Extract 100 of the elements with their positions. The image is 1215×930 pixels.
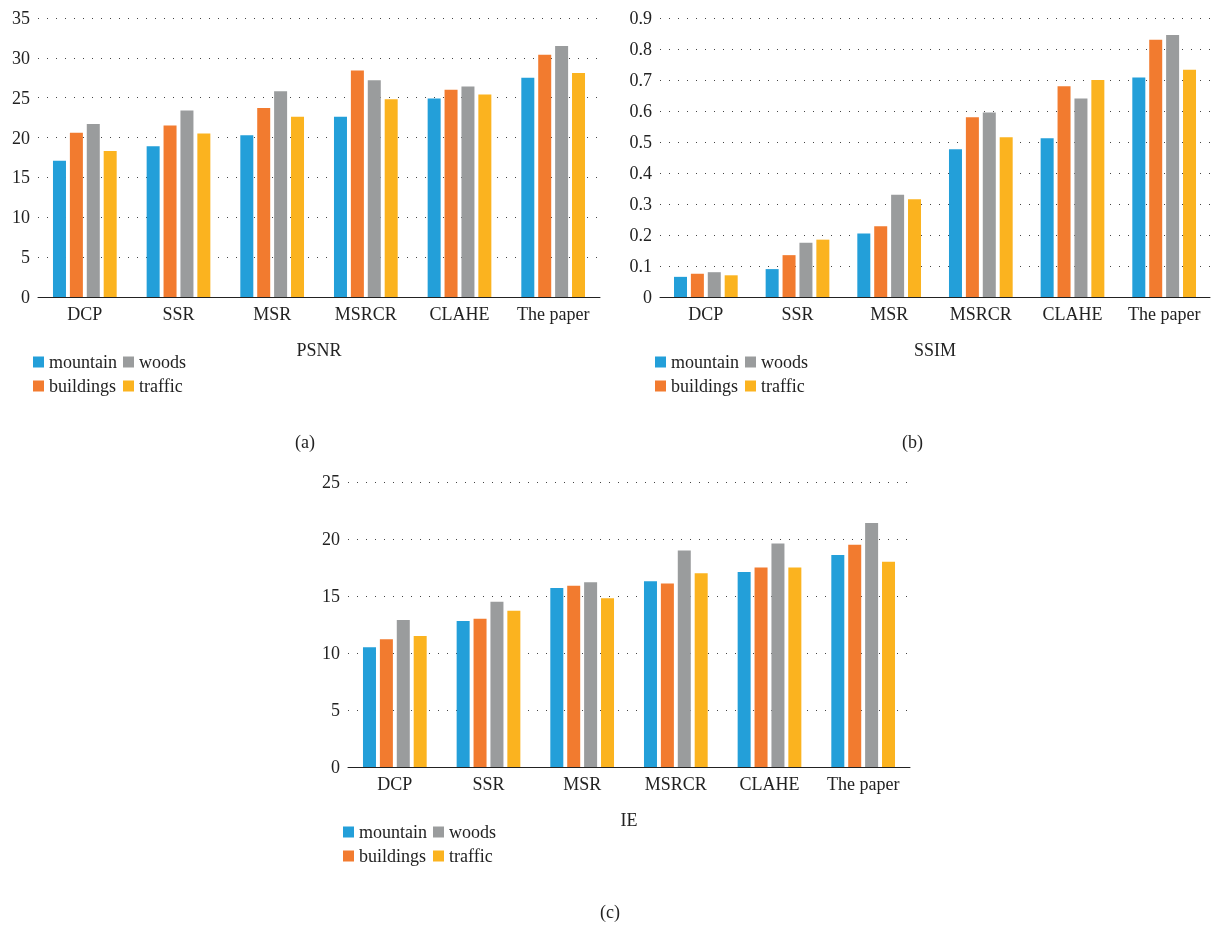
bar <box>257 108 271 297</box>
bar <box>882 561 896 767</box>
bar <box>694 573 708 767</box>
bar <box>490 601 504 767</box>
bar <box>1074 98 1088 297</box>
bar <box>384 99 398 297</box>
y-tick-label: 0.9 <box>629 8 652 28</box>
bar <box>456 621 470 767</box>
bar <box>379 639 393 767</box>
x-tick-label: DCP <box>377 774 413 794</box>
bar <box>724 275 738 297</box>
x-tick-label: MSR <box>870 304 909 324</box>
x-tick-label: MSR <box>253 304 292 324</box>
legend-label: buildings <box>359 846 427 866</box>
bar <box>1149 39 1163 297</box>
bar <box>333 116 347 297</box>
x-tick-label: SSR <box>162 304 195 324</box>
text: (a) <box>295 432 315 453</box>
bar <box>507 610 521 767</box>
bar <box>982 112 996 297</box>
bar <box>948 149 962 297</box>
bar <box>891 194 905 297</box>
x-tick-label: SSR <box>472 774 505 794</box>
bar <box>677 550 691 767</box>
bar <box>240 135 254 297</box>
bar <box>707 272 721 297</box>
x-axis-title: SSIM <box>913 340 957 360</box>
bar <box>367 80 381 297</box>
legend-label: woods <box>448 822 497 842</box>
x-tick-label: DCP <box>67 304 103 324</box>
y-tick-label: 0.6 <box>629 101 652 121</box>
bar <box>908 199 922 297</box>
bar <box>274 91 288 297</box>
bar <box>291 116 305 297</box>
bar <box>816 239 830 297</box>
x-tick-label: MSRCR <box>644 774 707 794</box>
bar <box>146 146 160 297</box>
bar <box>1057 86 1071 297</box>
bar <box>461 86 475 297</box>
bar <box>865 523 879 767</box>
bar <box>52 160 66 297</box>
bar <box>788 567 802 767</box>
y-tick-label: 0.8 <box>629 39 652 59</box>
bar <box>362 647 376 767</box>
bar <box>673 276 687 297</box>
bar <box>478 94 492 297</box>
bar <box>799 242 813 297</box>
legend-label: traffic <box>138 376 183 396</box>
x-tick-label: The paper <box>1127 304 1201 324</box>
y-tick-label: 10 <box>12 207 30 228</box>
y-tick-label: 0.2 <box>629 225 652 245</box>
bar <box>601 598 615 767</box>
bar <box>197 133 211 297</box>
text: (b) <box>902 432 924 453</box>
bar <box>550 588 564 767</box>
legend-label: buildings <box>671 376 739 396</box>
bar <box>643 581 657 767</box>
y-tick-label: 10 <box>322 643 340 663</box>
legend-label: traffic <box>760 376 805 396</box>
bar <box>857 233 871 297</box>
bar <box>965 117 979 297</box>
bar <box>69 132 83 297</box>
bar <box>1091 80 1105 297</box>
y-tick-label: 25 <box>322 472 340 492</box>
bar <box>538 54 552 297</box>
y-tick-label: 0.5 <box>629 132 652 152</box>
bar <box>660 583 674 767</box>
bar <box>690 273 704 297</box>
legend-label: traffic <box>448 846 493 866</box>
y-tick-label: 5 <box>21 247 30 268</box>
bar <box>831 554 845 767</box>
bar <box>413 635 427 767</box>
bar <box>163 125 177 297</box>
y-tick-label: 15 <box>12 167 30 188</box>
x-tick-label: MSR <box>563 774 602 794</box>
y-tick-label: 0.4 <box>629 163 652 183</box>
bar <box>350 70 364 297</box>
y-tick-label: 20 <box>12 127 30 148</box>
x-tick-label: MSRCR <box>334 304 397 324</box>
bar <box>771 543 785 767</box>
bar <box>427 98 441 297</box>
bar <box>1132 77 1146 297</box>
y-tick-label: 0 <box>331 757 340 777</box>
x-tick-label: CLAHE <box>429 304 490 324</box>
legend-label: mountain <box>359 822 427 842</box>
text: (c) <box>600 902 620 923</box>
y-tick-label: 0 <box>21 287 30 307</box>
x-tick-label: DCP <box>688 304 724 324</box>
y-tick-label: 5 <box>331 700 340 720</box>
x-tick-label: The paper <box>516 304 590 324</box>
bar <box>567 585 581 767</box>
bar <box>848 544 862 767</box>
x-tick-label: SSR <box>781 304 814 324</box>
bar <box>180 110 194 297</box>
x-tick-label: The paper <box>826 774 900 794</box>
y-tick-label: 0.3 <box>629 194 652 214</box>
bar <box>1183 69 1197 297</box>
bar <box>521 77 535 297</box>
bar <box>473 618 487 767</box>
y-tick-label: 15 <box>322 586 340 606</box>
